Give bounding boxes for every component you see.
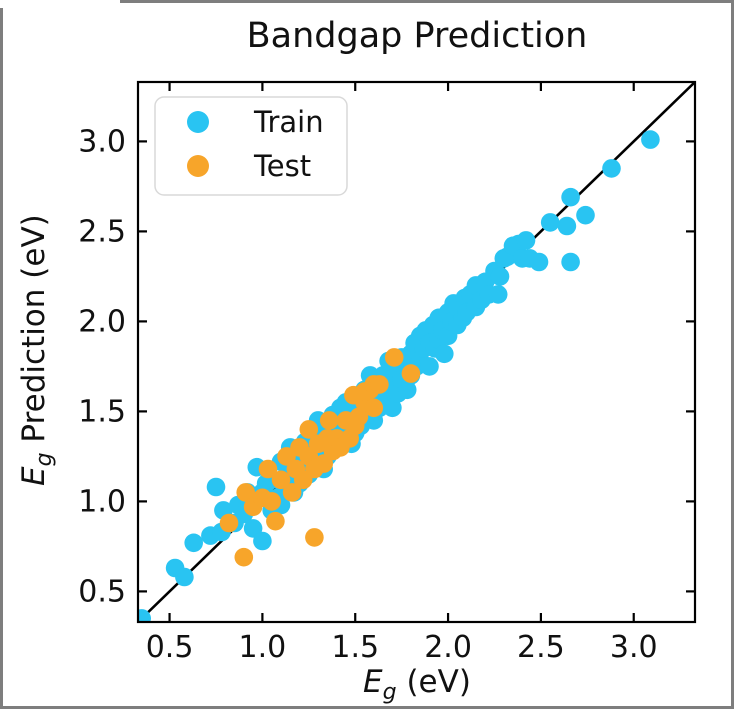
test-point — [262, 492, 282, 511]
train-point — [561, 252, 580, 272]
y-tick-label: 0.5 — [78, 574, 126, 609]
train-point — [184, 533, 203, 553]
legend-train-label: Train — [253, 105, 324, 139]
train-point — [383, 398, 402, 418]
test-point — [349, 407, 369, 427]
test-point — [299, 420, 319, 439]
test-point — [370, 375, 389, 394]
train-point — [540, 213, 560, 232]
test-point — [236, 483, 255, 502]
test-point — [401, 364, 421, 383]
legend-test-label: Test — [253, 149, 311, 183]
train-point — [206, 477, 226, 497]
y-tick-label: 2.0 — [78, 304, 126, 339]
train-point — [488, 285, 508, 304]
border-top — [120, 0, 734, 3]
y-tick-label: 3.0 — [78, 124, 126, 159]
test-point — [271, 470, 291, 490]
test-point — [258, 459, 278, 479]
train-point — [138, 609, 151, 622]
legend-train-marker — [187, 111, 209, 133]
x-tick-label: 2.0 — [424, 630, 472, 665]
train-point — [420, 357, 439, 376]
y-axis-text: Prediction (eV) — [16, 214, 52, 452]
test-point — [234, 547, 254, 567]
train-point — [557, 216, 577, 236]
train-point — [602, 159, 621, 178]
x-axis-subscript: g — [383, 680, 397, 705]
x-tick-label: 0.5 — [146, 630, 194, 665]
y-axis-label: Eg Prediction (eV) — [16, 214, 57, 486]
chart-title: Bandgap Prediction — [247, 16, 588, 56]
axis-ticks — [138, 82, 695, 622]
border-bottom — [0, 706, 734, 709]
test-point — [364, 398, 384, 418]
x-tick-label: 3.0 — [610, 630, 658, 665]
train-point — [397, 380, 417, 400]
x-axis-label: Eg (eV) — [363, 664, 471, 705]
train-point — [641, 130, 660, 149]
train-point — [529, 252, 549, 272]
test-series — [219, 348, 421, 567]
axis-tick-labels: 0.5 1.0 1.5 2.0 2.5 3.0 0.5 1.0 1.5 2.0 2.5 3.0 — [78, 124, 657, 665]
test-point — [384, 348, 404, 367]
y-tick-label: 2.5 — [78, 214, 126, 249]
legend-test-marker — [187, 155, 209, 177]
test-point — [266, 511, 285, 531]
train-point — [175, 567, 194, 587]
x-axis-units: (eV) — [397, 664, 471, 700]
border-left — [0, 8, 3, 709]
y-tick-label: 1.0 — [78, 484, 126, 519]
border-right — [731, 0, 734, 709]
plot-spines — [136, 80, 697, 624]
train-point — [490, 267, 510, 286]
train-point — [561, 187, 580, 207]
y-axis-subscript: g — [32, 452, 57, 466]
train-point — [576, 205, 595, 225]
train-point — [516, 231, 536, 250]
x-tick-label: 2.5 — [517, 630, 565, 665]
x-tick-label: 1.5 — [331, 630, 379, 665]
train-point — [435, 344, 454, 364]
test-point — [282, 483, 302, 502]
y-tick-label: 1.5 — [78, 394, 126, 429]
train-point — [253, 531, 272, 551]
legend: Train Test — [154, 96, 348, 196]
test-point — [219, 513, 239, 533]
y-axis-symbol: E — [16, 466, 52, 486]
test-point — [305, 528, 324, 547]
test-point — [319, 411, 339, 430]
x-axis-symbol: E — [363, 664, 383, 700]
x-tick-label: 1.0 — [239, 630, 287, 665]
train-series — [138, 130, 660, 622]
